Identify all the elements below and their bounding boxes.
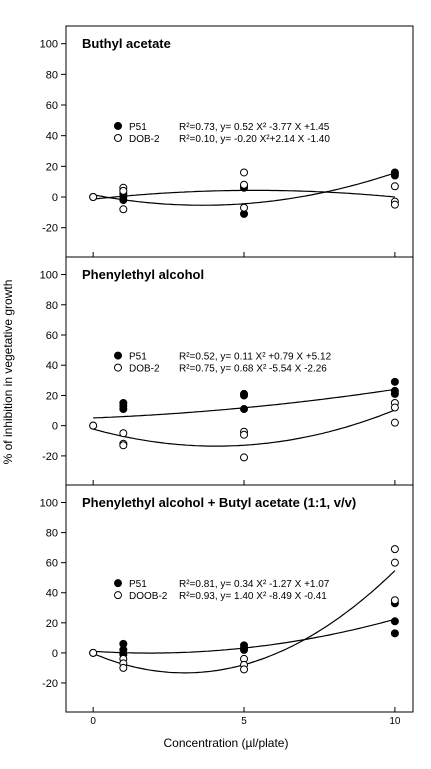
panel-3: -20 0 20 40 60 80 100 0 5 10 Phenylethyl alcohol +… (40, 484, 414, 727)
data-point (390, 389, 399, 398)
legend-equation: R²=0.52, y= 0.11 X² +0.79 X +5.12 (179, 352, 332, 363)
data-point (390, 545, 399, 554)
data-point (390, 200, 399, 209)
y-tick-label: -20 (42, 678, 58, 690)
panel-2: -20 0 20 40 60 80 100 Phenylethyl alcohol P51 R²=… (40, 256, 414, 486)
panel-frame (65, 484, 414, 713)
data-point (119, 186, 128, 195)
data-point (119, 196, 128, 205)
legend-equation: R²=0.10, y= -0.20 X²+2.14 X -1.40 (179, 134, 330, 145)
y-tick-label: 60 (46, 100, 58, 112)
data-point (240, 645, 249, 654)
legend-marker (114, 363, 122, 372)
y-tick-label: 0 (52, 192, 58, 204)
data-point (119, 405, 128, 414)
legend-series-name: DOB-2 (129, 134, 160, 145)
y-tick-label: 100 (40, 498, 58, 510)
data-point (390, 617, 399, 626)
data-point (240, 168, 249, 177)
legend-series-name: P51 (129, 352, 147, 363)
y-axis-label: % of inhibition in vegetative growth (1, 280, 15, 465)
y-tick-label: 60 (46, 330, 58, 342)
panel-title: Phenylethyl alcohol + Butyl acetate (1:1… (82, 495, 356, 510)
y-tick-label: 0 (52, 648, 58, 660)
x-tick-label: 10 (389, 716, 401, 727)
y-tick-label: 40 (46, 588, 58, 600)
data-point (119, 441, 128, 450)
y-tick-label: 20 (46, 390, 58, 402)
data-point (390, 403, 399, 412)
x-tick-label: 0 (90, 716, 96, 727)
panel-1: -20 0 20 40 60 80 100 Buthyl acetate P51 R²=0.73,… (40, 25, 414, 258)
legend-marker (114, 351, 122, 360)
panel-title: Phenylethyl alcohol (82, 267, 204, 282)
data-point (240, 405, 249, 414)
y-tick-label: 40 (46, 360, 58, 372)
y-tick-label: 60 (46, 558, 58, 570)
fit-curve (93, 409, 396, 447)
legend-marker (114, 591, 122, 600)
x-tick-label: 5 (241, 716, 247, 727)
legend-series-name: P51 (129, 579, 147, 590)
data-point (89, 193, 98, 201)
fit-curve (93, 172, 396, 206)
data-point (390, 596, 399, 605)
data-point (240, 391, 249, 400)
data-point (390, 182, 399, 191)
legend-equation: R²=0.73, y= 0.52 X² -3.77 X +1.45 (179, 122, 330, 133)
data-point (119, 205, 128, 214)
data-point (89, 648, 98, 657)
data-point (240, 453, 249, 462)
y-tick-label: -20 (42, 223, 58, 235)
data-point (390, 558, 399, 567)
data-point (240, 665, 249, 674)
legend-marker (114, 121, 122, 130)
legend-marker (114, 579, 122, 588)
data-point (119, 429, 128, 438)
legend-equation: R²=0.81, y= 0.34 X² -1.27 X +1.07 (179, 579, 330, 590)
legend-equation: R²=0.93, y= 1.40 X² -8.49 X -0.41 (179, 591, 327, 602)
y-tick-label: 40 (46, 131, 58, 143)
data-point (89, 421, 98, 430)
legend-series-name: P51 (129, 122, 147, 133)
legend-marker (114, 133, 122, 142)
data-point (390, 418, 399, 427)
x-axis-label: Concentration (µl/plate) (164, 736, 289, 750)
y-tick-label: 100 (40, 270, 58, 282)
y-tick-label: 80 (46, 528, 58, 540)
data-point (240, 203, 249, 212)
y-tick-label: -20 (42, 451, 58, 463)
y-tick-label: 20 (46, 618, 58, 630)
panel-title: Buthyl acetate (82, 36, 171, 51)
legend-equation: R²=0.75, y= 0.68 X² -5.54 X -2.26 (179, 364, 327, 375)
y-tick-label: 100 (40, 39, 58, 51)
data-point (119, 663, 128, 672)
y-tick-label: 80 (46, 69, 58, 81)
data-point (240, 180, 249, 189)
data-point (390, 377, 399, 386)
legend-series-name: DOB-2 (129, 364, 160, 375)
y-tick-label: 20 (46, 161, 58, 173)
y-tick-label: 0 (52, 421, 58, 433)
legend-series-name: DOOB-2 (129, 591, 168, 602)
data-point (390, 629, 399, 638)
y-tick-label: 80 (46, 300, 58, 312)
data-point (390, 168, 399, 177)
data-point (240, 430, 249, 439)
